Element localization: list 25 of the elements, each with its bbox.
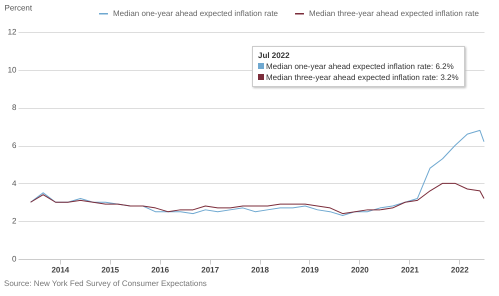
y-tick-label: 0 [12,254,18,264]
x-tick-label: 2019 [301,266,320,274]
y-tick-label: 10 [8,65,18,74]
y-tick-label: 12 [8,28,18,36]
x-tick-label: 2022 [450,266,470,274]
annotation: Jul 2022 [258,50,291,61]
annotation: Median one-year ahead expected inflation rate: 6.2% [265,61,455,72]
y-tick-label: 2 [12,216,18,226]
annotation: Median three-year ahead expected inflation rate: 3.2% [265,72,459,83]
legend-label: Median one-year ahead expected inflation rate [113,8,279,18]
x-tick-label: 2014 [51,266,70,274]
x-tick-label: 2015 [101,266,120,274]
y-tick-label: 4 [12,178,18,188]
x-tick-label: 2016 [151,266,170,274]
x-tick-label: 2018 [251,266,270,274]
source-note: Source: New York Fed Survey of Consumer Expectations [4,279,207,288]
y-tick-label: 8 [12,103,18,112]
x-tick-label: 2017 [201,266,220,274]
line-series [30,130,484,216]
y-tick-label: 6 [12,141,18,150]
x-tick-label: 2020 [350,266,370,274]
x-tick-label: 2021 [400,266,420,274]
line-series [30,182,484,214]
legend-label: Median three-year ahead expected inflation rate [309,8,480,18]
y-axis-title: Percent [4,4,33,12]
